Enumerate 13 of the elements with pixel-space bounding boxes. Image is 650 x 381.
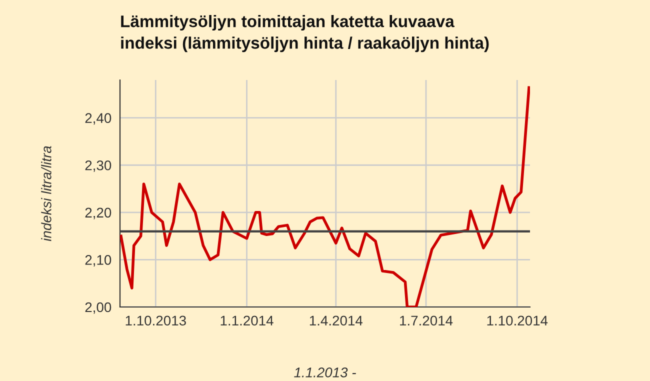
x-tick-label: 1.4.2014 bbox=[310, 316, 363, 326]
x-axis-title: 1.1.2013 - bbox=[294, 368, 356, 378]
y-tick-label: 2,00 bbox=[85, 302, 112, 314]
chart-title: Lämmitysöljyn toimittajan katetta kuvaava indeksi (lämmitysöljyn hinta / raakaöljyn hinta) bbox=[121, 15, 489, 52]
y-axis-title: indeksi litra/litra bbox=[41, 146, 52, 242]
x-tick-label: 1.10.2014 bbox=[487, 316, 548, 326]
x-tick-label: 1.7.2014 bbox=[400, 316, 453, 326]
x-tick-label: 1.10.2013 bbox=[126, 316, 186, 326]
y-tick-label: 2,40 bbox=[85, 113, 112, 125]
y-tick-label: 2,30 bbox=[85, 160, 112, 172]
y-tick-label: 2,20 bbox=[85, 208, 112, 220]
x-tick-label: 1.1.2014 bbox=[220, 316, 274, 326]
y-tick-label: 2,10 bbox=[85, 255, 112, 267]
